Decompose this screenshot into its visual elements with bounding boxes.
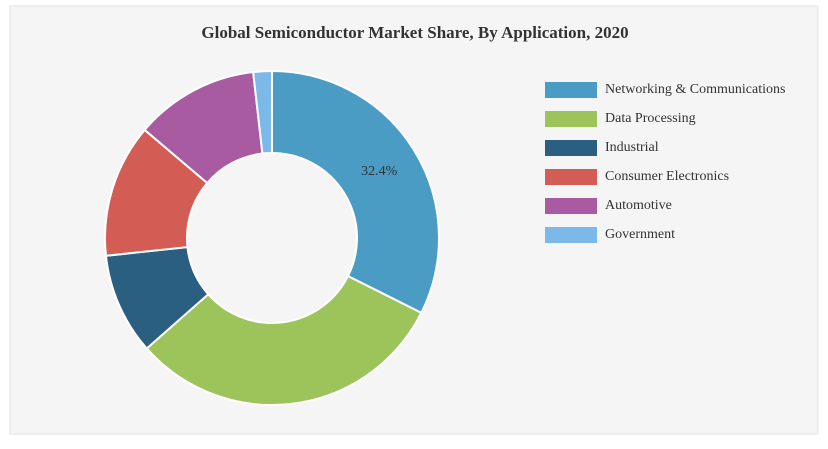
chart-title: Global Semiconductor Market Share, By Ap… — [201, 23, 628, 42]
legend-swatch — [545, 82, 597, 98]
legend-label: Networking & Communications — [605, 82, 785, 97]
legend-swatch — [545, 111, 597, 127]
legend-label: Data Processing — [605, 111, 696, 126]
legend-swatch — [545, 140, 597, 156]
legend-swatch — [545, 198, 597, 214]
donut-slice — [271, 69, 440, 315]
legend-label: Industrial — [605, 140, 659, 155]
donut-slice — [252, 69, 273, 155]
legend-swatch — [545, 227, 597, 243]
donut-slice — [145, 274, 423, 406]
legend-label: Government — [605, 227, 675, 242]
legend-label: Automotive — [605, 198, 672, 213]
data-label: 32.4% — [361, 164, 398, 179]
legend-swatch — [545, 169, 597, 185]
legend-label: Consumer Electronics — [605, 169, 729, 184]
